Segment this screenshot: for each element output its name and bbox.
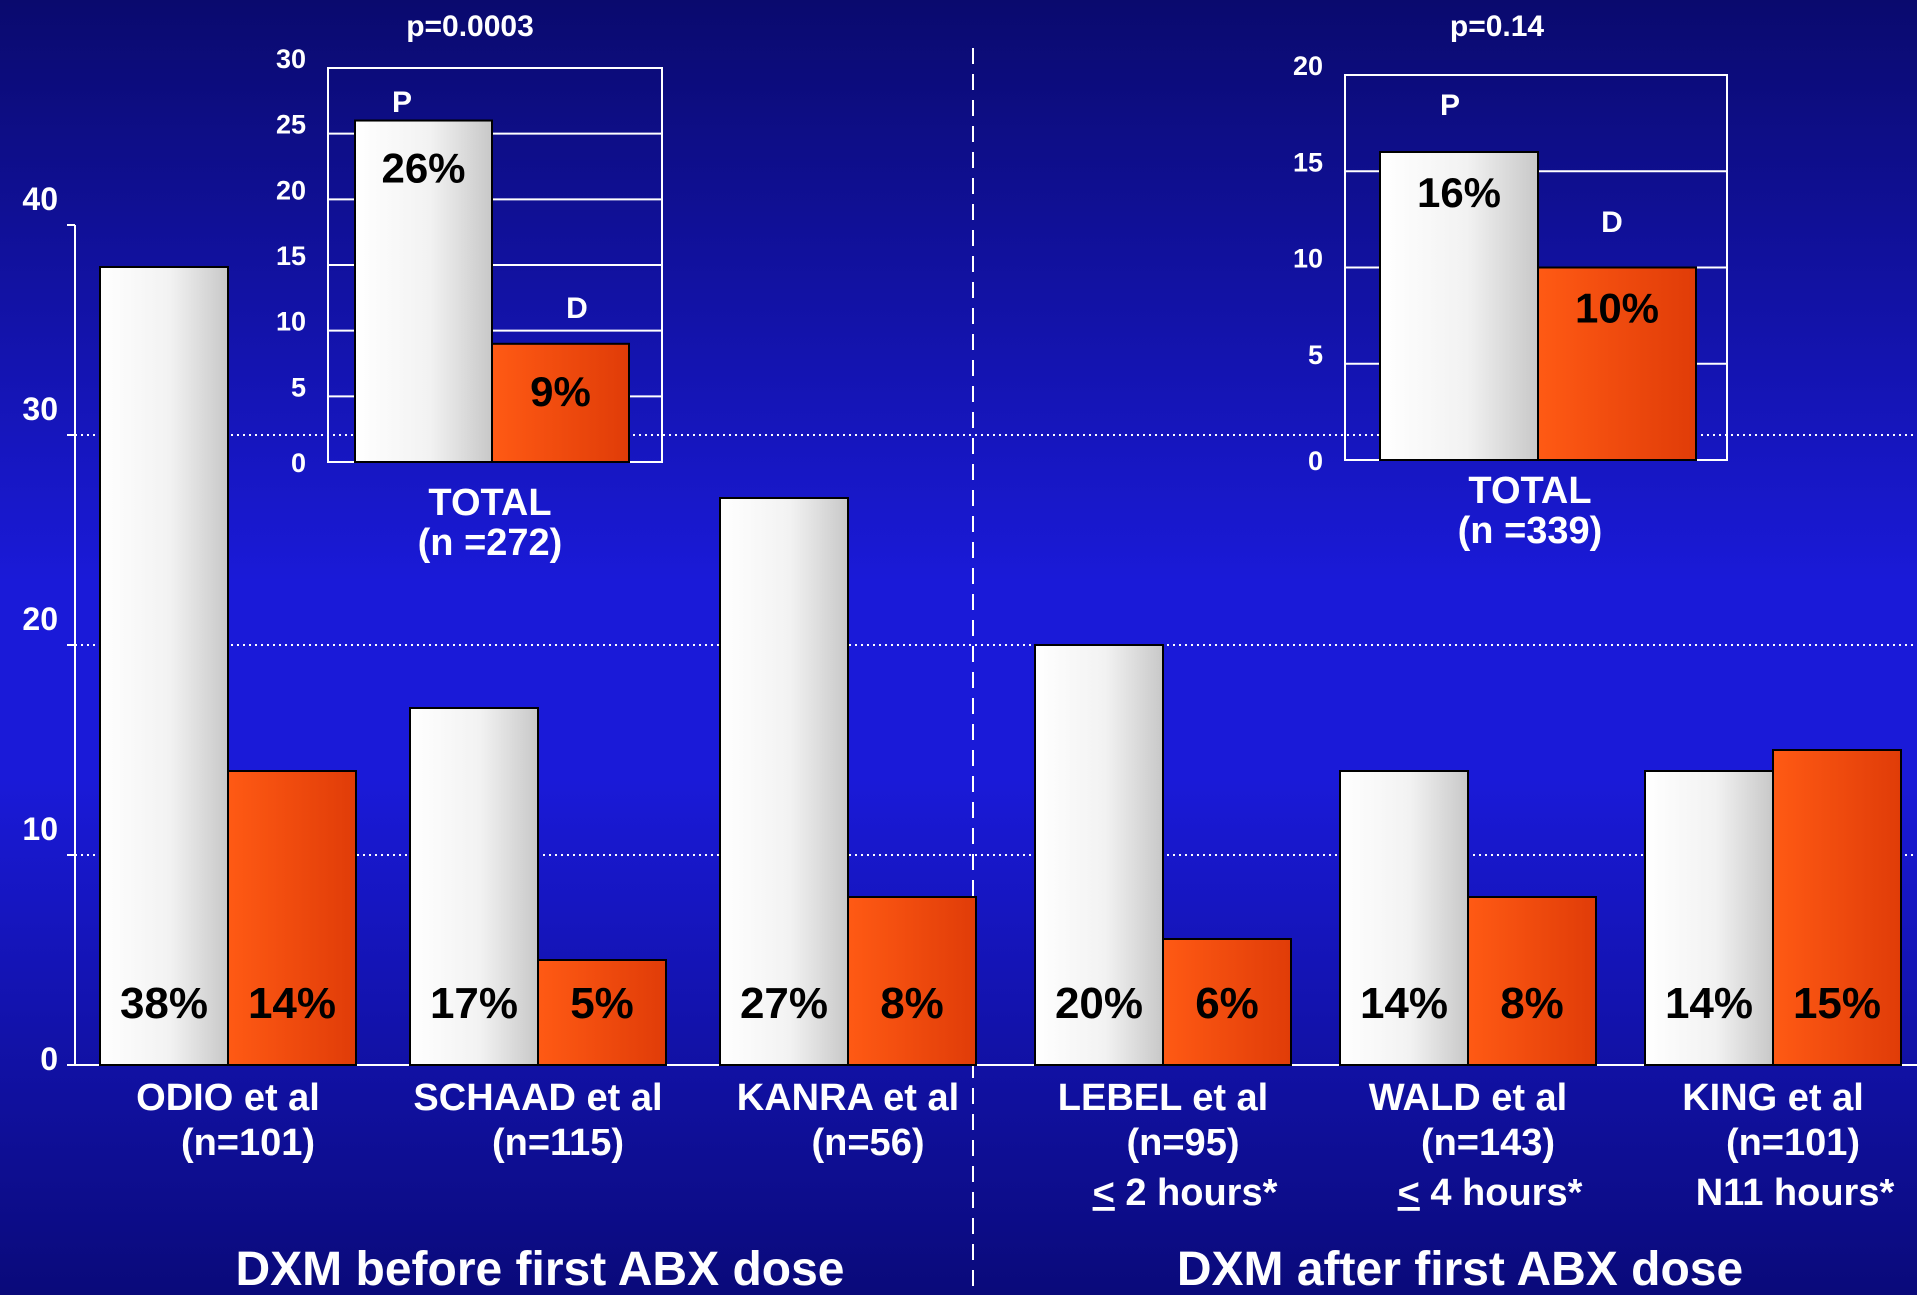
inset-y-tick-label: 15 bbox=[1293, 147, 1323, 177]
category-n-label: (n=101) bbox=[181, 1122, 315, 1164]
inset-bar-value-label: 26% bbox=[381, 145, 465, 192]
bar-placebo bbox=[719, 497, 849, 1066]
inset-total-n-label: (n =339) bbox=[1458, 510, 1603, 552]
inset-y-tick-label: 30 bbox=[276, 44, 306, 74]
inset-bar-value-label: 10% bbox=[1575, 285, 1659, 332]
inset-category-P: P bbox=[392, 86, 412, 119]
timing-prefix: < bbox=[1398, 1172, 1420, 1214]
category-label: KANRA et al bbox=[737, 1077, 959, 1119]
inset-bar-dexamethasone bbox=[491, 342, 630, 463]
bar-placebo bbox=[99, 266, 229, 1066]
timing-prefix: < bbox=[1093, 1172, 1115, 1214]
category-n-label: (n=95) bbox=[1127, 1122, 1240, 1164]
inset-bar-value-label: 9% bbox=[530, 368, 591, 415]
bar-value-label: 27% bbox=[740, 979, 828, 1028]
section-label-before: DXM before first ABX dose bbox=[236, 1243, 845, 1295]
inset-y-tick-label: 15 bbox=[276, 241, 306, 271]
inset-y-tick-label: 10 bbox=[276, 307, 306, 337]
bar-dexamethasone bbox=[1162, 938, 1292, 1066]
inset-total-label: TOTAL bbox=[428, 482, 551, 524]
inset-y-tick-label: 10 bbox=[1293, 244, 1323, 274]
inset-chart-total-before: 0 5 10 15 20 25 30 26% 9% P Dp=0.0003 TOTAL(n =272) bbox=[276, 10, 663, 564]
y-tick-label: 30 bbox=[22, 391, 58, 427]
bar-value-label: 14% bbox=[1665, 979, 1753, 1028]
bar-dexamethasone bbox=[1467, 896, 1597, 1066]
bar-placebo bbox=[1034, 644, 1164, 1066]
category-n-label: (n=115) bbox=[492, 1122, 624, 1164]
y-tick-label: 40 bbox=[22, 181, 58, 217]
bar-value-label: 20% bbox=[1055, 979, 1143, 1028]
inset-p-value: p=0.0003 bbox=[406, 10, 534, 43]
bar-placebo bbox=[409, 707, 539, 1066]
inset-total-label: TOTAL bbox=[1468, 470, 1591, 512]
category-label: LEBEL et al bbox=[1058, 1077, 1268, 1119]
bar-dexamethasone bbox=[847, 896, 977, 1066]
bar-placebo bbox=[1339, 770, 1469, 1066]
bar-dexamethasone bbox=[1772, 749, 1902, 1066]
inset-bar-value-label: 16% bbox=[1417, 169, 1501, 216]
inset-y-tick-label: 25 bbox=[276, 110, 306, 140]
inset-bar-dexamethasone bbox=[1537, 266, 1697, 461]
bar-value-label: 17% bbox=[430, 979, 518, 1028]
y-tick-label: 20 bbox=[22, 601, 58, 637]
category-timing-label: N11 hours* bbox=[1696, 1172, 1895, 1214]
timing-text: N11 hours* bbox=[1696, 1172, 1895, 1214]
bar-value-label: 14% bbox=[1360, 979, 1448, 1028]
category-timing-label: < 4 hours* bbox=[1398, 1172, 1583, 1214]
section-label-after: DXM after first ABX dose bbox=[1177, 1243, 1743, 1295]
inset-category-P: P bbox=[1440, 89, 1460, 122]
category-n-label: (n=56) bbox=[812, 1122, 925, 1164]
category-label: KING et al bbox=[1682, 1077, 1864, 1119]
category-n-label: (n=143) bbox=[1421, 1122, 1555, 1164]
inset-bar-placebo bbox=[1379, 151, 1539, 461]
category-label: ODIO et al bbox=[136, 1077, 320, 1119]
bar-value-label: 5% bbox=[570, 979, 634, 1028]
inset-p-value: p=0.14 bbox=[1450, 10, 1545, 43]
inset-total-n-label: (n =272) bbox=[418, 522, 563, 564]
inset-y-tick-label: 0 bbox=[1308, 446, 1323, 476]
inset-y-tick-label: 0 bbox=[291, 448, 306, 478]
bar-dexamethasone bbox=[227, 770, 357, 1066]
y-tick-label: 0 bbox=[40, 1041, 58, 1077]
bar-value-label: 8% bbox=[880, 979, 944, 1028]
inset-category-D: D bbox=[1601, 206, 1623, 239]
inset-bar-placebo bbox=[354, 119, 493, 464]
inset-chart-total-after: 0 5 10 15 20 16% 10% P Dp=0.14 TOTAL(n =339) bbox=[1293, 10, 1728, 552]
timing-text: 2 hours* bbox=[1125, 1172, 1277, 1214]
timing-text: 4 hours* bbox=[1430, 1172, 1582, 1214]
category-timing-label: < 2 hours* bbox=[1093, 1172, 1278, 1214]
bar-value-label: 6% bbox=[1195, 979, 1259, 1028]
category-label: WALD et al bbox=[1369, 1077, 1567, 1119]
y-tick-label: 10 bbox=[22, 811, 58, 847]
inset-category-D: D bbox=[566, 292, 588, 325]
inset-y-tick-label: 5 bbox=[1308, 340, 1323, 370]
bar-value-label: 38% bbox=[120, 979, 208, 1028]
bar-value-label: 15% bbox=[1793, 979, 1881, 1028]
inset-y-tick-label: 5 bbox=[291, 372, 306, 402]
bar-value-label: 8% bbox=[1500, 979, 1564, 1028]
category-n-label: (n=101) bbox=[1726, 1122, 1860, 1164]
category-label: SCHAAD et al bbox=[413, 1077, 662, 1119]
bar-dexamethasone bbox=[537, 959, 667, 1066]
inset-y-tick-label: 20 bbox=[1293, 51, 1323, 81]
bar-value-label: 14% bbox=[248, 979, 336, 1028]
inset-y-tick-label: 20 bbox=[276, 175, 306, 205]
